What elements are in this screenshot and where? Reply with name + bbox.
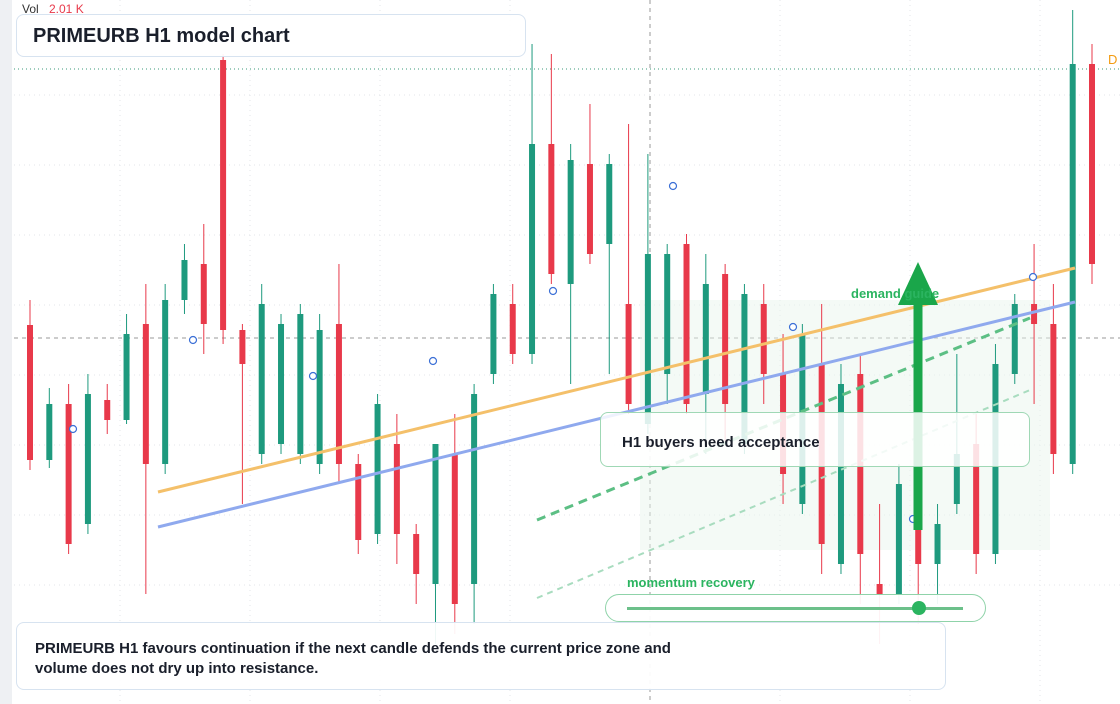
candle-body (1011, 304, 1018, 374)
candle-body (644, 254, 651, 424)
candle-body (142, 324, 149, 464)
candle-body (162, 300, 169, 464)
candle-body (567, 160, 574, 284)
candle-body (837, 384, 844, 564)
candle-body (84, 394, 91, 524)
left-edge (0, 0, 12, 704)
candle-body (1089, 64, 1095, 264)
edge-tag (1104, 50, 1120, 68)
candle-body (413, 534, 420, 574)
candle-body (760, 304, 767, 374)
footer-text: PRIMEURB H1 favours continuation if the … (16, 622, 946, 690)
candle-body (509, 304, 516, 354)
markers (68, 181, 1038, 524)
candle-body (1050, 324, 1057, 454)
candle-body (393, 444, 400, 534)
candle-body (181, 260, 188, 300)
candle-body (451, 454, 458, 604)
candle-body (335, 324, 342, 464)
candle-body (316, 330, 323, 464)
candle-body (741, 294, 748, 444)
candle-body (239, 330, 246, 364)
note: H1 buyers need acceptance (600, 412, 1030, 467)
candle-body (297, 314, 304, 454)
candle-body (200, 264, 207, 324)
candle-body (1031, 304, 1038, 324)
arrow-head (898, 262, 938, 305)
candle-body (104, 400, 111, 420)
candle-body (876, 584, 883, 594)
zone-label: demand guide (851, 286, 939, 301)
slider[interactable] (605, 594, 986, 622)
candle-body (702, 284, 709, 394)
candle-body (548, 144, 555, 274)
projection-line (536, 316, 1031, 522)
candle-body (683, 244, 690, 404)
candle-body (664, 254, 671, 374)
candle-body (471, 394, 478, 584)
candle-body (432, 444, 439, 584)
slider-label: momentum recovery (627, 575, 755, 590)
volume-value: 2.01 K (49, 2, 84, 16)
candle-body (625, 304, 632, 404)
candle-body (529, 144, 536, 354)
candle-body (973, 444, 980, 554)
candle-body (722, 274, 729, 404)
slider-track (627, 607, 963, 610)
candle-body (934, 524, 941, 564)
candle-body (123, 334, 130, 420)
candle-body (355, 464, 362, 540)
candle-body (46, 404, 53, 460)
candle-body (1069, 64, 1076, 464)
candle-body (27, 325, 33, 460)
title: PRIMEURB H1 model chart (16, 14, 526, 57)
candle-body (65, 404, 72, 544)
candle-body (258, 304, 265, 454)
candle-body (220, 60, 227, 330)
edge-label: D (1108, 52, 1117, 67)
candle-body (374, 404, 381, 534)
candle-body (586, 164, 593, 254)
candle-body (278, 324, 285, 444)
candle-body (895, 484, 902, 594)
candle-body (953, 454, 960, 504)
volume-label: Vol (22, 2, 39, 16)
slider-thumb[interactable] (912, 601, 926, 615)
candle-body (606, 164, 613, 244)
candle-body (490, 294, 497, 374)
